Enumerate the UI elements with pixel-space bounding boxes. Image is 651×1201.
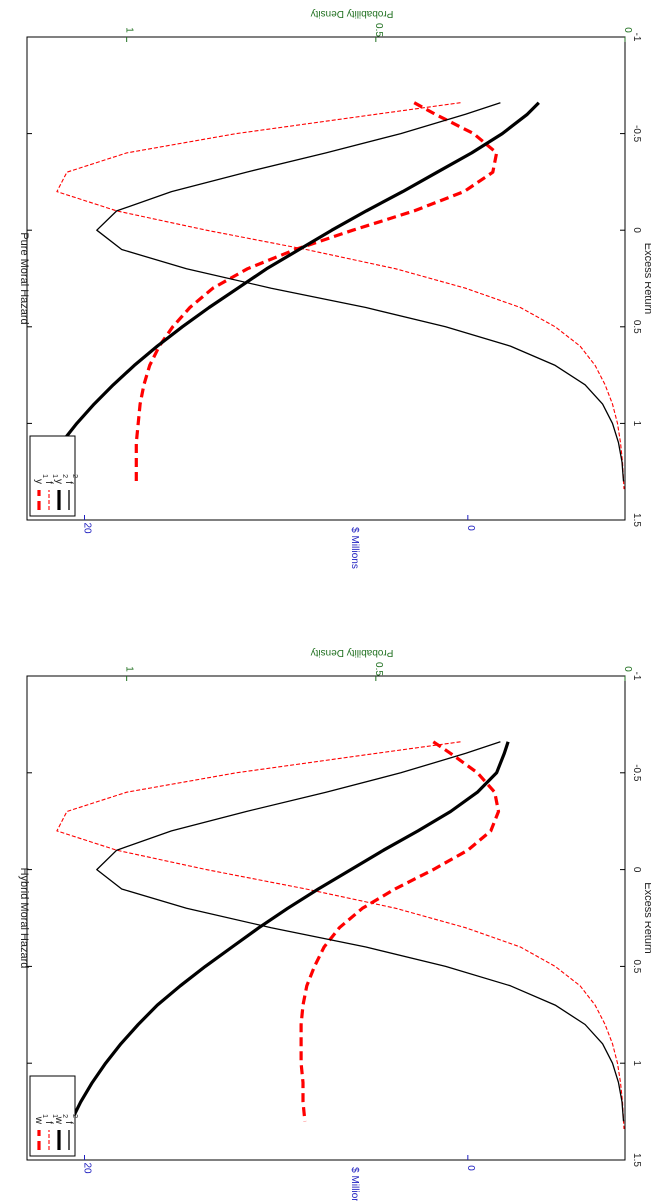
x-tick-label: 1.5 — [631, 1153, 642, 1167]
chart-title: Hybrid Moral Hazard — [18, 868, 30, 969]
chart-panel-1: -1 -0.5 0 0.5 1 1.5 0 20 0 0.5 1 Pure Moral Hazard E… — [18, 8, 651, 569]
y2-tick-label: 0.5 — [373, 23, 384, 37]
series-line-f2 — [96, 741, 625, 1122]
legend-label: w — [33, 1116, 44, 1125]
x-axis-label: Excess Return — [642, 882, 651, 954]
series-line-f1 — [56, 741, 625, 1130]
x-tick-label: 1 — [631, 1060, 642, 1066]
legend-label: y — [33, 479, 44, 484]
series-line-f2 — [96, 102, 625, 482]
chart-panel-2: -1 -0.5 0 0.5 1 1.5 0 20 0 0.5 1 Hybrid Moral Hazar… — [18, 647, 651, 1201]
chart-title: Pure Moral Hazard — [18, 232, 30, 324]
legend-label-subscript: 2 — [71, 1114, 78, 1118]
legend-label-subscript: 2 — [61, 1114, 68, 1118]
series-line-w1 — [299, 740, 501, 1122]
legend-label-subscript: 2 — [61, 474, 68, 478]
legend-label-subscript: 1 — [41, 1114, 48, 1118]
y-tick-label: 20 — [82, 522, 93, 534]
y2-axis-label: Probability Density — [311, 647, 394, 658]
legend-label: f — [63, 1121, 74, 1124]
x-tick-label: 0.5 — [631, 959, 642, 973]
y-axis-label: $ Millions — [349, 1167, 360, 1201]
x-tick-label: -1 — [631, 672, 642, 681]
y2-tick-label: 1 — [124, 666, 135, 672]
legend-label-subscript: 1 — [41, 474, 48, 478]
y2-tick-label: 1 — [124, 27, 135, 33]
y2-tick-label: 0 — [622, 666, 633, 672]
series-line-w2 — [69, 741, 510, 1123]
legend-label: f — [63, 481, 74, 484]
plot-frame — [26, 675, 626, 1161]
legend-label: f — [43, 481, 54, 484]
x-tick-label: 0.5 — [631, 320, 642, 334]
series-line-y2 — [35, 101, 540, 483]
series-line-y1 — [134, 101, 499, 482]
x-tick-label: -1 — [631, 33, 642, 42]
x-tick-label: 0 — [631, 867, 642, 873]
y-tick-label: 20 — [82, 1162, 93, 1174]
x-tick-label: 1 — [631, 421, 642, 427]
x-tick-label: 1.5 — [631, 513, 642, 527]
x-axis-label: Excess Return — [642, 243, 651, 315]
y-axis-label: $ Millions — [349, 527, 360, 569]
legend-label-subscript: 1 — [51, 474, 58, 478]
x-tick-label: -0.5 — [631, 125, 642, 143]
y2-axis-label: Probability Density — [311, 8, 394, 19]
legend-label-subscript: 1 — [51, 1114, 58, 1118]
legend-label-subscript: 2 — [71, 474, 78, 478]
x-tick-label: 0 — [631, 227, 642, 233]
y-tick-label: 0 — [465, 525, 476, 531]
y-tick-label: 0 — [465, 1165, 476, 1171]
series-line-f1 — [56, 102, 625, 490]
plot-frame — [26, 36, 626, 521]
y2-tick-label: 0 — [622, 27, 633, 33]
legend-label: y — [53, 479, 64, 484]
legend-label: f — [43, 1121, 54, 1124]
x-tick-label: -0.5 — [631, 764, 642, 782]
y2-tick-label: 0.5 — [373, 662, 384, 676]
legend-label: w — [53, 1116, 64, 1125]
